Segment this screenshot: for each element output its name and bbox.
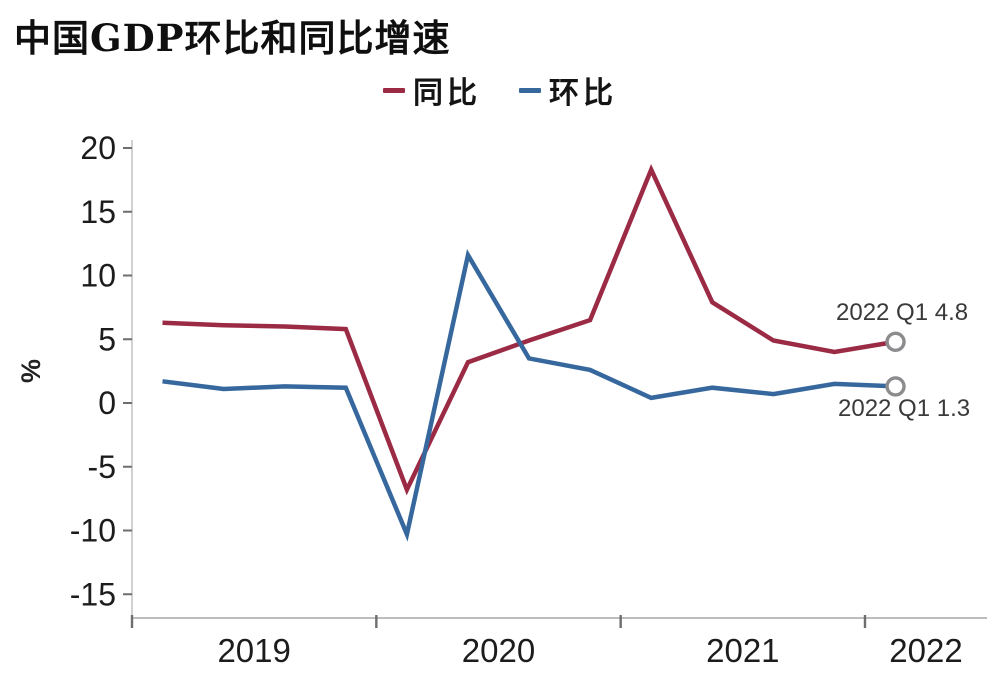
annotation-qoq-endpoint: 2022 Q1 1.3	[838, 395, 971, 422]
y-tick-label: -10	[70, 513, 116, 549]
y-tick-label: -5	[88, 449, 116, 485]
annotation-yoy-endpoint: 2022 Q1 4.8	[836, 299, 969, 326]
chart-title: 中国GDP环比和同比增速	[14, 16, 451, 60]
chart-legend: 同比 环比	[0, 68, 1000, 112]
qoq-line-swatch-icon	[519, 87, 541, 93]
y-tick-label: -15	[70, 576, 116, 612]
x-tick-label: 2019	[217, 632, 290, 669]
y-tick-label: 5	[98, 321, 116, 357]
legend-item-qoq: 环比	[519, 68, 617, 112]
yoy-end-marker-icon	[885, 331, 906, 352]
qoq-end-marker-icon	[885, 376, 906, 397]
x-tick-label: 2020	[462, 632, 535, 669]
legend-label-yoy: 同比	[413, 76, 481, 111]
y-tick-label: 15	[80, 194, 116, 230]
y-tick-label: 0	[98, 385, 116, 421]
y-tick-label: 10	[80, 258, 116, 294]
legend-label-qoq: 环比	[549, 76, 617, 111]
qoq-line	[162, 249, 896, 542]
y-tick-label: 20	[80, 130, 116, 166]
yoy-line-swatch-icon	[383, 87, 405, 93]
legend-item-yoy: 同比	[383, 68, 481, 112]
x-tick-label: 2022	[889, 632, 962, 669]
x-tick-label: 2021	[706, 632, 779, 669]
yoy-line	[162, 164, 896, 496]
